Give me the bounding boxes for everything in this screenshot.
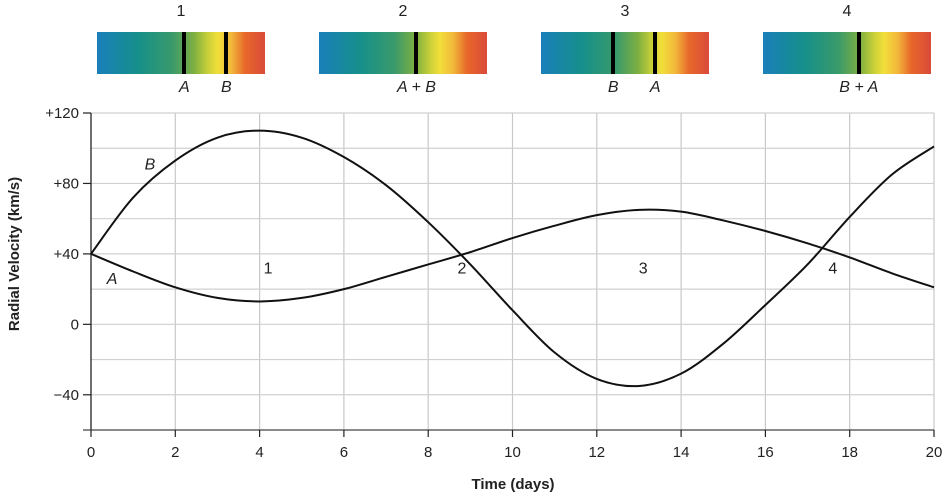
x-tick-label: 2 xyxy=(171,444,179,461)
x-tick-label: 10 xyxy=(504,444,521,461)
x-tick-label: 18 xyxy=(841,444,858,461)
x-tick-label: 20 xyxy=(926,444,943,461)
y-tick-label: +80 xyxy=(54,175,79,192)
spectral-line-label: A + B xyxy=(396,79,436,96)
y-tick-label: +40 xyxy=(54,246,79,263)
velocity-curves xyxy=(90,129,935,388)
x-tick-label: 4 xyxy=(255,444,263,461)
y-tick-label: +120 xyxy=(45,105,79,122)
absorption-line xyxy=(611,32,616,74)
spectrum-strip xyxy=(319,32,487,74)
x-tick-label: 16 xyxy=(757,444,774,461)
phase-label: 1 xyxy=(264,260,273,277)
x-tick-label: 8 xyxy=(424,444,432,461)
phase-label: 3 xyxy=(639,260,648,277)
spectrum-strip xyxy=(763,32,931,74)
spectrum-number: 3 xyxy=(620,3,630,20)
phase-label: 2 xyxy=(457,260,466,277)
spectral-line-label: B xyxy=(221,79,232,96)
y-tick-label: −40 xyxy=(54,387,79,404)
phase-label: 4 xyxy=(828,260,837,277)
spectrum-number: 2 xyxy=(398,3,408,20)
curve-label: A xyxy=(106,271,118,288)
curve-a xyxy=(90,208,935,303)
spectrum-strip xyxy=(97,32,265,74)
curve-b xyxy=(90,129,935,388)
spectrum-strip xyxy=(541,32,709,74)
curve-annotations: B A 1 2 3 4 xyxy=(106,156,838,287)
absorption-line xyxy=(653,32,658,74)
spectral-line-label: B xyxy=(607,79,619,96)
absorption-line xyxy=(224,32,229,74)
grid-lines xyxy=(91,112,935,430)
spectrum-number: 4 xyxy=(842,3,852,20)
spectral-line-label: A xyxy=(179,79,190,96)
x-tick-label: 0 xyxy=(87,444,95,461)
absorption-line xyxy=(182,32,187,74)
y-axis-title: Radial Velocity (km/s) xyxy=(6,177,23,331)
x-axis-title: Time (days) xyxy=(471,476,554,493)
x-tick-label: 6 xyxy=(340,444,348,461)
x-tick-label: 12 xyxy=(588,444,605,461)
y-tick-label: 0 xyxy=(71,316,79,333)
absorption-line xyxy=(414,32,419,74)
curve-label: B xyxy=(145,156,156,173)
spectral-line-label: B + A xyxy=(839,79,879,96)
axes: 0 2 4 6 8 10 12 14 16 18 20+120+80+400−40 xyxy=(45,105,942,461)
spectral-line-label: A xyxy=(649,79,661,96)
spectrum-number: 1 xyxy=(176,3,186,20)
x-tick-label: 14 xyxy=(673,444,690,461)
absorption-line xyxy=(856,32,861,74)
